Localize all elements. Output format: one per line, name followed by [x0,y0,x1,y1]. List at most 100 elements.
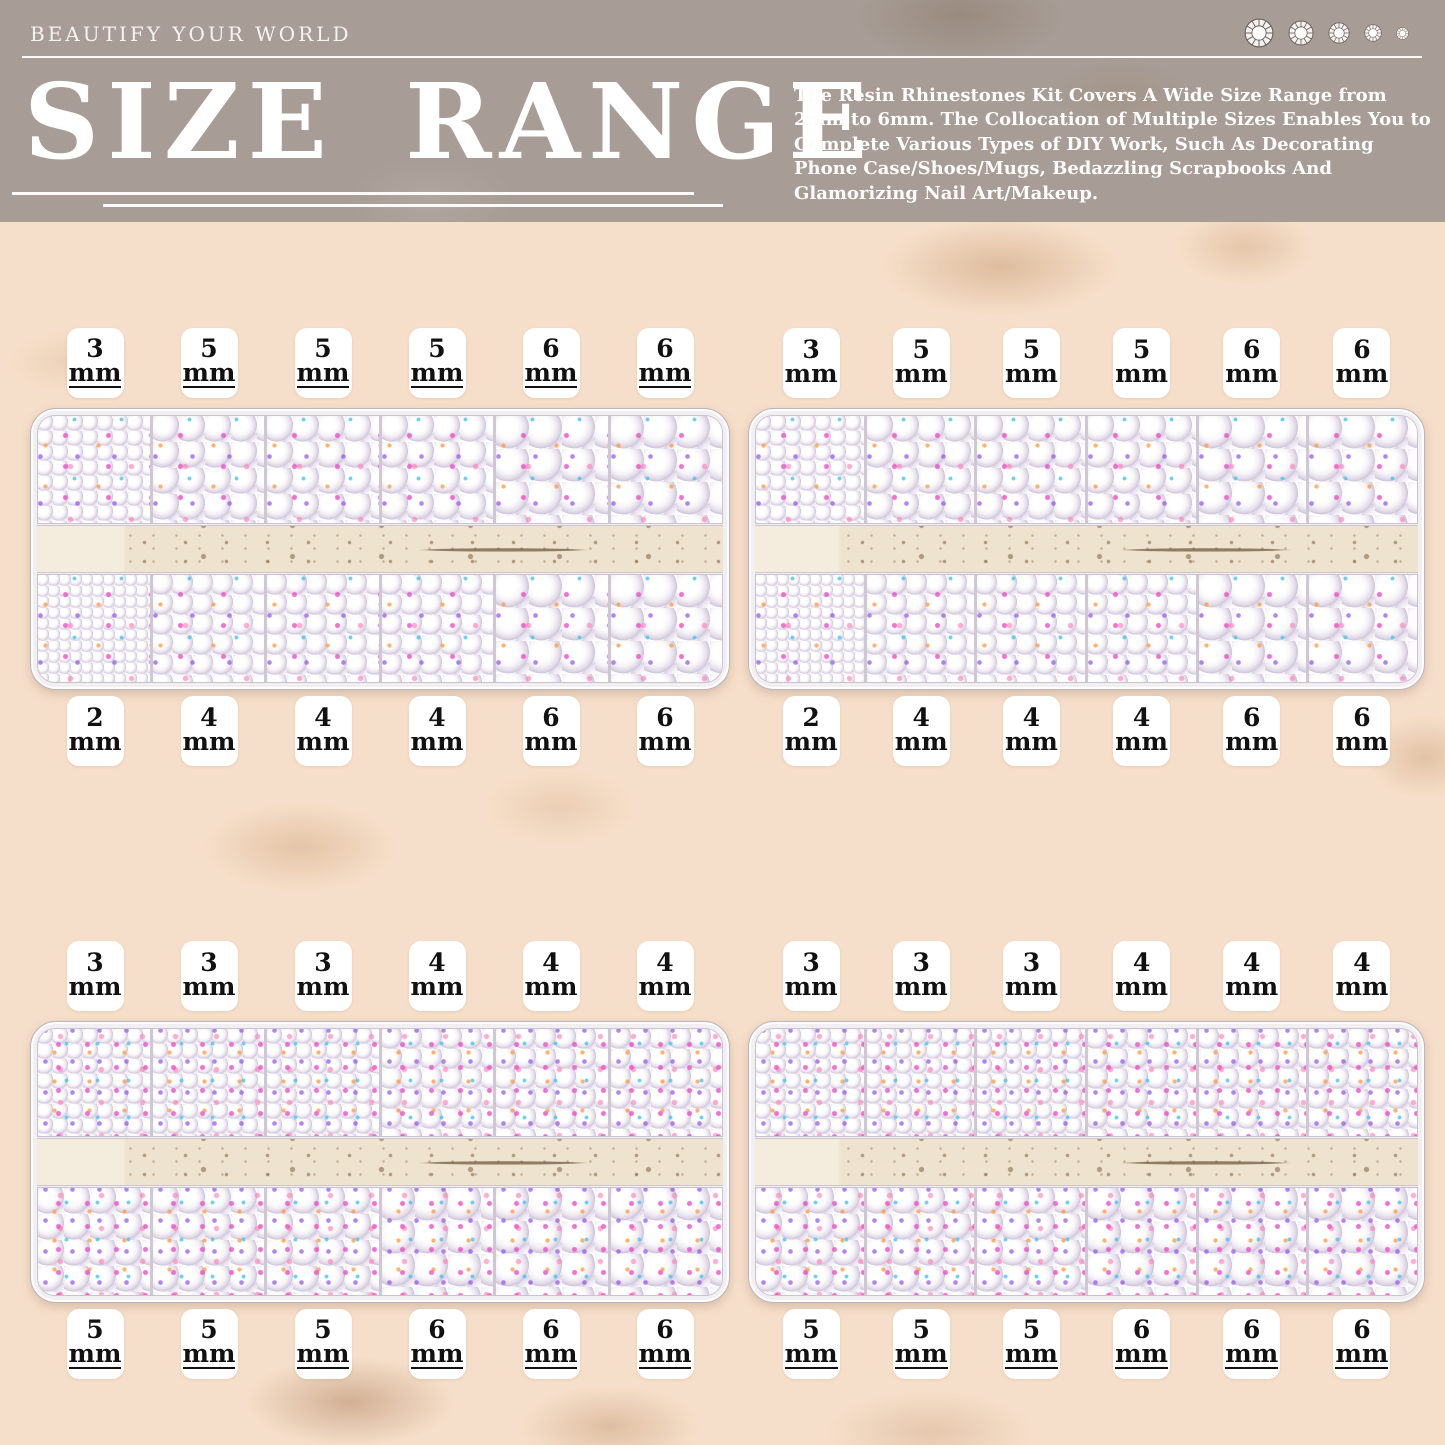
size-label: 5 mm [1113,328,1171,398]
size-label: 5 mm [1002,1309,1060,1379]
size-value: 5 [912,335,930,364]
size-label: 4 mm [294,696,352,766]
rhinestone-size-icons [1244,13,1409,53]
description-line: Types of DIY Work, Such As Decorating Ph… [794,133,1374,180]
size-unit: mm [182,1339,236,1369]
stone-compartment-6mm [1309,1188,1417,1295]
box-cells-bottom [37,1187,723,1296]
size-label: 4 mm [1002,696,1060,766]
size-unit: mm [784,727,838,756]
box-middle-strip [37,1138,723,1186]
size-value: 3 [912,948,930,977]
size-row-top: 3 mm 3 mm 3 mm 4 mm 4 mm 4 mm [748,941,1425,1011]
description-line: Bedazzling Scrapbooks And Glamorizing Na… [794,158,1332,204]
size-unit: mm [68,972,122,1001]
box-cells-top [755,1028,1418,1137]
size-unit: mm [524,1339,578,1369]
rhinestone-kit-top-right: 3 mm 5 mm 5 mm 5 mm 6 mm 6 mm 2 mm 4 mm 4 mm 4 mm 6 mm 6 mm [748,328,1425,766]
size-label: 6 mm [522,696,580,766]
header-divider-line [22,56,1422,58]
size-label: 5 mm [782,1309,840,1379]
size-unit: mm [296,972,350,1001]
size-label: 2 mm [66,696,124,766]
size-unit: mm [524,358,578,388]
size-unit: mm [1335,359,1389,388]
size-label: 3 mm [1002,941,1060,1011]
size-label: 3 mm [892,941,950,1011]
size-unit: mm [1004,727,1058,756]
size-label: 3 mm [294,941,352,1011]
size-value: 6 [428,1315,446,1344]
stone-compartment-4mm [610,1029,722,1136]
size-row-bottom: 2 mm 4 mm 4 mm 4 mm 6 mm 6 mm [30,696,730,766]
size-label: 6 mm [522,328,580,398]
stone-compartment-6mm [1309,416,1417,523]
size-value: 2 [86,703,104,732]
stone-compartment-5mm [866,416,975,523]
size-unit: mm [1004,1339,1058,1369]
stone-compartment-6mm [496,575,608,682]
stone-compartment-4mm [381,1029,493,1136]
stone-compartment-4mm [496,1029,608,1136]
rhinestone-icon [1396,26,1409,40]
size-unit: mm [1225,727,1279,756]
size-value: 5 [802,1315,820,1344]
size-label: 6 mm [1333,1309,1391,1379]
size-unit: mm [638,972,692,1001]
size-value: 5 [86,1315,104,1344]
size-value: 3 [200,948,218,977]
size-row-bottom: 5 mm 5 mm 5 mm 6 mm 6 mm 6 mm [30,1309,730,1379]
page-title: SIZE RANGE [24,60,876,183]
size-value: 3 [86,948,104,977]
stone-compartment-4mm [866,575,975,682]
size-label: 4 mm [408,696,466,766]
rhinestone-icon [1364,24,1382,42]
size-value: 6 [656,1315,674,1344]
size-label: 5 mm [1002,328,1060,398]
size-label: 6 mm [636,328,694,398]
rhinestone-kit-bottom-left: 3 mm 3 mm 3 mm 4 mm 4 mm 4 mm 5 mm 5 mm 5 mm 6 mm 6 mm 6 mm [30,941,730,1379]
size-label: 4 mm [1113,696,1171,766]
rhinestone-box [30,408,730,690]
size-label: 3 mm [66,328,124,398]
size-unit: mm [1115,972,1169,1001]
size-value: 6 [1243,1315,1261,1344]
size-label: 3 mm [782,941,840,1011]
size-unit: mm [524,727,578,756]
size-value: 5 [428,334,446,363]
stone-compartment-6mm [610,1188,722,1295]
box-cells-top [37,415,723,524]
size-value: 3 [314,948,332,977]
rhinestone-box [748,408,1425,690]
size-unit: mm [894,359,948,388]
size-value: 3 [86,334,104,363]
size-unit: mm [1115,727,1169,756]
size-label: 5 mm [892,328,950,398]
stone-compartment-5mm [38,1188,150,1295]
size-unit: mm [894,972,948,1001]
stone-compartment-3mm [152,1029,264,1136]
stone-compartment-4mm [267,575,379,682]
stone-compartment-5mm [152,416,264,523]
title-underline-1 [12,192,694,195]
size-value: 6 [1353,1315,1371,1344]
size-value: 6 [542,1315,560,1344]
size-label: 5 mm [180,1309,238,1379]
size-value: 3 [1022,948,1041,977]
size-unit: mm [410,358,464,388]
size-label: 5 mm [180,328,238,398]
size-value: 4 [428,948,446,977]
size-value: 6 [656,334,674,363]
size-unit: mm [1335,972,1389,1001]
rhinestone-icon [1288,20,1314,46]
size-unit: mm [1004,972,1058,1001]
size-label: 4 mm [1223,941,1281,1011]
size-label: 4 mm [408,941,466,1011]
size-row-top: 3 mm 5 mm 5 mm 5 mm 6 mm 6 mm [748,328,1425,398]
size-unit: mm [638,1339,692,1369]
rhinestone-box [30,1021,730,1303]
size-label: 5 mm [408,328,466,398]
size-unit: mm [1115,1339,1169,1369]
size-label: 3 mm [66,941,124,1011]
